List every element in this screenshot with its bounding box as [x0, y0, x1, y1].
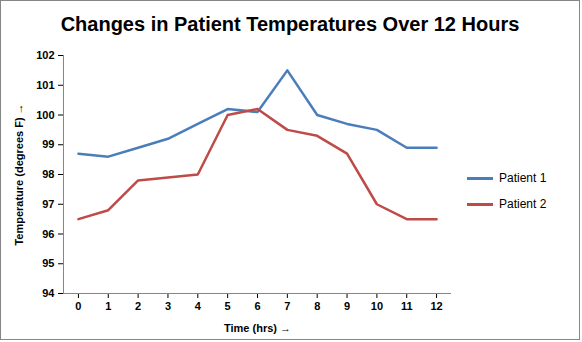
svg-text:96: 96 [42, 228, 54, 240]
svg-text:102: 102 [36, 49, 54, 61]
svg-text:100: 100 [36, 109, 54, 121]
svg-text:11: 11 [401, 300, 413, 312]
svg-text:97: 97 [42, 198, 54, 210]
svg-text:12: 12 [430, 300, 442, 312]
svg-text:4: 4 [195, 300, 202, 312]
svg-text:8: 8 [314, 300, 320, 312]
svg-text:94: 94 [42, 287, 55, 299]
svg-text:1: 1 [105, 300, 111, 312]
svg-text:98: 98 [42, 168, 54, 180]
svg-text:0: 0 [75, 300, 81, 312]
svg-text:101: 101 [36, 79, 54, 91]
svg-text:5: 5 [225, 300, 231, 312]
svg-text:Time (hrs) →: Time (hrs) → [224, 322, 291, 334]
svg-text:3: 3 [165, 300, 171, 312]
svg-text:6: 6 [254, 300, 260, 312]
svg-text:9: 9 [344, 300, 350, 312]
svg-text:99: 99 [42, 138, 54, 150]
svg-text:95: 95 [42, 257, 54, 269]
svg-text:Temperature (degrees F) →: Temperature (degrees F) → [13, 103, 25, 245]
svg-text:2: 2 [135, 300, 141, 312]
svg-text:7: 7 [284, 300, 290, 312]
html-text:Patient 1: Patient 1 [499, 171, 547, 185]
svg-text:10: 10 [371, 300, 383, 312]
html-text:Changes in Patient Temperature: Changes in Patient Temperatures Over 12 … [60, 13, 520, 35]
html-text:Patient 2: Patient 2 [499, 197, 547, 211]
